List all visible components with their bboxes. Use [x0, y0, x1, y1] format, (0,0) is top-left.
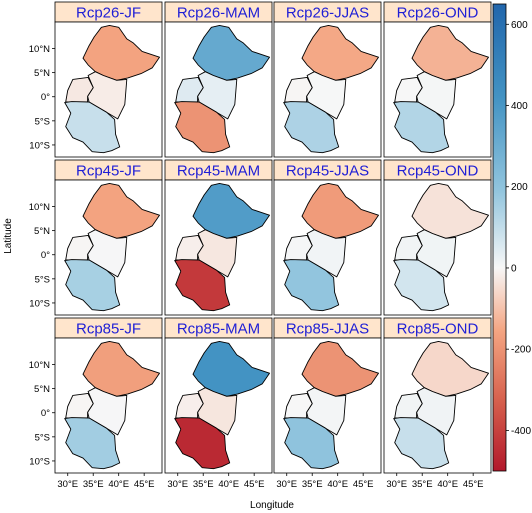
lat-tick-label: 10°S	[29, 298, 50, 309]
legend-tick-label: 200	[511, 182, 528, 193]
lat-tick-label: 10°S	[29, 140, 50, 151]
panel-title: Rcp85-OND	[397, 321, 479, 338]
lon-tick-label: 35°E	[302, 479, 323, 490]
x-axis-title: Longitude	[250, 500, 294, 511]
lon-tick-label: 45°E	[353, 479, 374, 490]
lat-tick-label: 10°S	[29, 456, 50, 467]
region-tanzania	[174, 417, 231, 470]
panel-rcp85-jf: Rcp85-JF	[54, 317, 163, 474]
region-tanzania	[393, 417, 450, 470]
longitude-axis: 30°E 35°E 40°E 45°E 30°E 35°E 40°E 45°E 30°E 35°E…	[57, 473, 484, 490]
region-tanzania	[174, 259, 231, 312]
region-tanzania	[64, 417, 121, 470]
panel-title: Rcp45-MAM	[177, 163, 260, 180]
y-axis-title: Latitude	[3, 218, 14, 254]
lat-tick-label: 5°S	[35, 116, 50, 127]
panel-rcp26-jjas: Rcp26-JJAS	[273, 1, 382, 158]
lon-tick-label: 45°E	[463, 479, 484, 490]
lon-tick-label: 30°E	[57, 479, 78, 490]
panel-rcp85-mam: Rcp85-MAM	[164, 317, 273, 474]
region-uganda	[394, 234, 423, 261]
lon-tick-label: 45°E	[244, 479, 265, 490]
lon-tick-label: 35°E	[412, 479, 433, 490]
region-tanzania	[393, 259, 450, 312]
region-tanzania	[174, 101, 231, 154]
region-tanzania	[393, 101, 450, 154]
panels-layer: Rcp26-JF Rcp26-MAM Rcp26-JJAS Rcp26-OND Rcp4…	[54, 1, 492, 474]
lat-tick-label: 0°	[41, 92, 50, 103]
panel-title: Rcp85-JF	[76, 321, 141, 338]
panel-rcp85-jjas: Rcp85-JJAS	[273, 317, 382, 474]
lat-tick-label: 10°N	[29, 44, 50, 55]
lat-tick-label: 5°N	[34, 68, 50, 79]
lon-tick-label: 40°E	[108, 479, 129, 490]
region-tanzania	[283, 259, 340, 312]
legend-tick-label: 400	[511, 101, 528, 112]
lat-tick-label: 5°S	[35, 274, 50, 285]
panel-rcp45-ond: Rcp45-OND	[383, 159, 492, 316]
lon-tick-label: 40°E	[437, 479, 458, 490]
legend-tick-label: 0	[511, 263, 517, 274]
panel-title: Rcp85-JJAS	[286, 321, 369, 338]
region-tanzania	[283, 101, 340, 154]
region-uganda	[284, 392, 313, 419]
region-uganda	[65, 234, 94, 261]
lon-tick-label: 30°E	[386, 479, 407, 490]
panel-title: Rcp85-MAM	[177, 321, 260, 338]
panel-rcp45-jf: Rcp45-JF	[54, 159, 163, 316]
lat-tick-label: 10°N	[29, 202, 50, 213]
lon-tick-label: 45°E	[134, 479, 155, 490]
lon-tick-label: 35°E	[193, 479, 214, 490]
panel-rcp26-ond: Rcp26-OND	[383, 1, 492, 158]
region-tanzania	[64, 101, 121, 154]
lat-tick-label: 5°N	[34, 384, 50, 395]
latitude-axis: 10°N 5°N 0° 5°S 10°S 10°N 5°N 0° 5°S 10°S 10°N 5°N 0…	[29, 44, 55, 467]
legend-colorbar	[492, 3, 507, 472]
lon-tick-label: 30°E	[167, 479, 188, 490]
lat-tick-label: 10°N	[29, 360, 50, 371]
region-uganda	[175, 234, 204, 261]
lat-tick-label: 5°N	[34, 226, 50, 237]
region-uganda	[394, 392, 423, 419]
region-uganda	[284, 76, 313, 103]
region-uganda	[284, 234, 313, 261]
legend-ticks: -400 -200 0 200 400 600	[506, 20, 531, 437]
region-uganda	[175, 76, 204, 103]
panel-title: Rcp26-MAM	[177, 5, 260, 22]
legend-tick-label: 600	[511, 20, 528, 31]
panel-title: Rcp26-JF	[76, 5, 141, 22]
panel-title: Rcp45-JJAS	[286, 163, 369, 180]
region-uganda	[394, 76, 423, 103]
lon-tick-label: 30°E	[276, 479, 297, 490]
legend-tick-label: -400	[511, 426, 531, 437]
panel-rcp85-ond: Rcp85-OND	[383, 317, 492, 474]
region-tanzania	[283, 417, 340, 470]
color-legend: -400 -200 0 200 400 600	[492, 3, 531, 472]
panel-title: Rcp26-JJAS	[286, 5, 369, 22]
lon-tick-label: 35°E	[83, 479, 104, 490]
lat-tick-label: 0°	[41, 408, 50, 419]
lat-tick-label: 0°	[41, 250, 50, 261]
panel-title: Rcp45-OND	[397, 163, 479, 180]
region-tanzania	[64, 259, 121, 312]
panel-rcp26-mam: Rcp26-MAM	[164, 1, 273, 158]
region-uganda	[175, 392, 204, 419]
panel-title: Rcp45-JF	[76, 163, 141, 180]
panel-title: Rcp26-OND	[397, 5, 479, 22]
lon-tick-label: 40°E	[327, 479, 348, 490]
panel-rcp26-jf: Rcp26-JF	[54, 1, 163, 158]
panel-rcp45-mam: Rcp45-MAM	[164, 159, 273, 316]
lon-tick-label: 40°E	[218, 479, 239, 490]
region-uganda	[65, 76, 94, 103]
region-uganda	[65, 392, 94, 419]
legend-tick-label: -200	[511, 345, 531, 356]
lat-tick-label: 5°S	[35, 432, 50, 443]
panel-rcp45-jjas: Rcp45-JJAS	[273, 159, 382, 316]
